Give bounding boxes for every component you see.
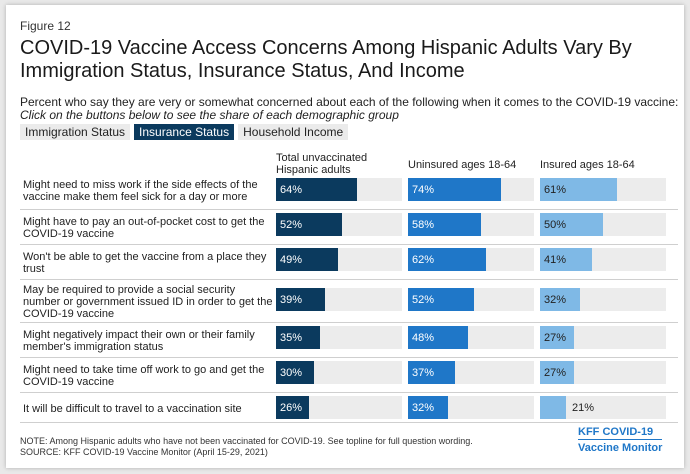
data-label: 58% — [412, 219, 435, 231]
data-label: 26% — [280, 402, 303, 414]
logo-line-1: KFF COVID-19 — [578, 426, 654, 438]
bar-track: 64% — [276, 178, 402, 201]
category-label: Might need to miss work if the side effe… — [23, 179, 258, 203]
data-label: 49% — [280, 254, 303, 266]
data-label: 37% — [412, 367, 435, 379]
bar[interactable] — [408, 396, 448, 419]
figure-label: Figure 12 — [20, 19, 71, 33]
bar[interactable] — [408, 326, 468, 349]
chart-title: COVID-19 Vaccine Access Concerns Among H… — [20, 37, 632, 82]
data-label: 50% — [544, 219, 567, 231]
bar[interactable] — [276, 396, 309, 419]
chart-row: Might need to miss work if the side effe… — [20, 175, 678, 210]
data-label: 41% — [544, 254, 567, 266]
column-header-insured: Insured ages 18-64 — [540, 159, 635, 171]
tab-household-income[interactable]: Household Income — [238, 124, 349, 140]
bar-track: 37% — [408, 361, 534, 384]
source-text: SOURCE: KFF COVID-19 Vaccine Monitor (Ap… — [20, 447, 268, 457]
bar-track: 27% — [540, 326, 666, 349]
logo-line-2: Vaccine Monitor — [578, 439, 663, 455]
kff-logo: KFF COVID-19 Vaccine Monitor — [578, 425, 678, 455]
chart-row: Might need to take time off work to go a… — [20, 358, 678, 393]
bar[interactable] — [540, 248, 592, 271]
bar-track: 58% — [408, 213, 534, 236]
data-label: 32% — [544, 294, 567, 306]
category-label: May be required to provide a social secu… — [23, 284, 273, 320]
bar[interactable] — [276, 213, 342, 236]
bar-track: 48% — [408, 326, 534, 349]
tab-immigration-status[interactable]: Immigration Status — [20, 124, 131, 140]
chart-subtitle: Percent who say they are very or somewha… — [20, 95, 679, 109]
data-label: 27% — [544, 367, 567, 379]
bar[interactable] — [540, 178, 617, 201]
category-label: Might negatively impact their own or the… — [23, 329, 255, 353]
figure-card: Figure 12 COVID-19 Vaccine Access Concer… — [6, 5, 684, 468]
data-label: 61% — [544, 184, 567, 196]
data-label: 52% — [412, 294, 435, 306]
bar[interactable] — [540, 326, 574, 349]
bar[interactable] — [276, 361, 314, 384]
data-label: 48% — [412, 332, 435, 344]
bar[interactable] — [540, 361, 574, 384]
bar[interactable] — [276, 326, 320, 349]
bar-track: 62% — [408, 248, 534, 271]
chart-footnote: NOTE: Among Hispanic adults who have not… — [20, 436, 540, 458]
tab-insurance-status[interactable]: Insurance Status — [134, 124, 235, 140]
bar-track: 61% — [540, 178, 666, 201]
data-label: 39% — [280, 294, 303, 306]
column-header-uninsured: Uninsured ages 18-64 — [408, 159, 517, 171]
note-text: NOTE: Among Hispanic adults who have not… — [20, 436, 473, 446]
bar-track: 50% — [540, 213, 666, 236]
category-label: It will be difficult to travel to a vacc… — [23, 403, 242, 415]
chart-instruction: Click on the buttons below to see the sh… — [20, 108, 399, 122]
category-label: Might have to pay an out-of-pocket cost … — [23, 216, 265, 240]
data-label: 64% — [280, 184, 303, 196]
chart-row: May be required to provide a social secu… — [20, 280, 678, 323]
bar-track: 32% — [540, 288, 666, 311]
bar-track: 27% — [540, 361, 666, 384]
bar-track: 30% — [276, 361, 402, 384]
data-label: 27% — [544, 332, 567, 344]
bar[interactable] — [408, 178, 501, 201]
bar[interactable] — [408, 248, 486, 271]
data-label: 30% — [280, 367, 303, 379]
bar-track: 21% — [540, 396, 666, 419]
chart-row: Won't be able to get the vaccine from a … — [20, 245, 678, 280]
bar-track: 39% — [276, 288, 402, 311]
bar-track: 32% — [408, 396, 534, 419]
bar-track: 52% — [276, 213, 402, 236]
data-label: 62% — [412, 254, 435, 266]
bar-track: 74% — [408, 178, 534, 201]
bar[interactable] — [408, 213, 481, 236]
demographic-tabs: Immigration Status Insurance Status Hous… — [20, 124, 349, 140]
bar[interactable] — [540, 213, 603, 236]
bar[interactable] — [540, 396, 566, 419]
bar[interactable] — [276, 248, 338, 271]
bar[interactable] — [540, 288, 580, 311]
column-header-total: Total unvaccinated Hispanic adults — [276, 152, 368, 176]
bar-track: 49% — [276, 248, 402, 271]
bar-track: 26% — [276, 396, 402, 419]
bar-track: 52% — [408, 288, 534, 311]
bar-track: 41% — [540, 248, 666, 271]
bar[interactable] — [408, 361, 455, 384]
data-label: 74% — [412, 184, 435, 196]
category-label: Might need to take time off work to go a… — [23, 364, 265, 388]
bar-track: 35% — [276, 326, 402, 349]
chart-row: Might have to pay an out-of-pocket cost … — [20, 210, 678, 245]
chart-row: It will be difficult to travel to a vacc… — [20, 393, 678, 423]
data-label: 52% — [280, 219, 303, 231]
chart-row: Might negatively impact their own or the… — [20, 323, 678, 358]
category-label: Won't be able to get the vaccine from a … — [23, 251, 267, 275]
data-label: 21% — [572, 402, 595, 414]
data-label: 32% — [412, 402, 435, 414]
bar[interactable] — [276, 178, 357, 201]
data-label: 35% — [280, 332, 303, 344]
bar[interactable] — [276, 288, 325, 311]
bar[interactable] — [408, 288, 474, 311]
